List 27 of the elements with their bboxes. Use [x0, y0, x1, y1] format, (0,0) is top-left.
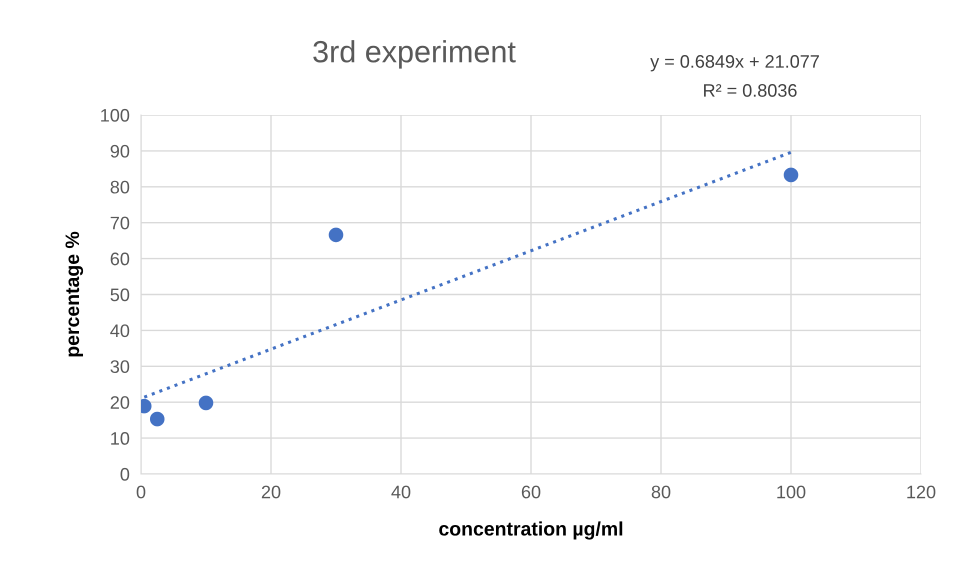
y-tick-label: 100	[101, 108, 130, 122]
y-tick-label: 10	[111, 432, 130, 445]
y-tick-label: 50	[110, 288, 130, 302]
y-tick-label: 90	[110, 144, 130, 158]
y-tick-label: 40	[110, 324, 130, 338]
x-tick-label: 40	[391, 486, 410, 498]
y-tick-label: 60	[110, 252, 130, 266]
point	[150, 412, 165, 426]
text: R² = 0.8036	[704, 84, 797, 97]
point	[784, 168, 798, 182]
x-tick-label: 100	[777, 486, 806, 498]
point	[328, 228, 344, 242]
chart-title: 3rd experiment	[313, 40, 516, 69]
y-tick-label: 20	[110, 396, 130, 409]
y-tick-label: 80	[110, 180, 130, 194]
point	[198, 396, 214, 410]
x-tick-label: 20	[262, 486, 280, 498]
y-tick-label: 30	[110, 360, 130, 374]
y-tick-label: 0	[120, 468, 130, 481]
x-tick-label: 80	[652, 486, 670, 498]
text: y = 0.6849x + 21.077	[650, 55, 819, 72]
x-tick-label: 0	[136, 486, 146, 498]
x-axis-title: concentration µg/ml	[439, 521, 622, 540]
x-tick-label: 60	[522, 486, 540, 498]
x-tick-label: 120	[907, 486, 936, 498]
y-axis-title: percentage %	[65, 232, 84, 356]
y-tick-label: 70	[110, 216, 130, 230]
